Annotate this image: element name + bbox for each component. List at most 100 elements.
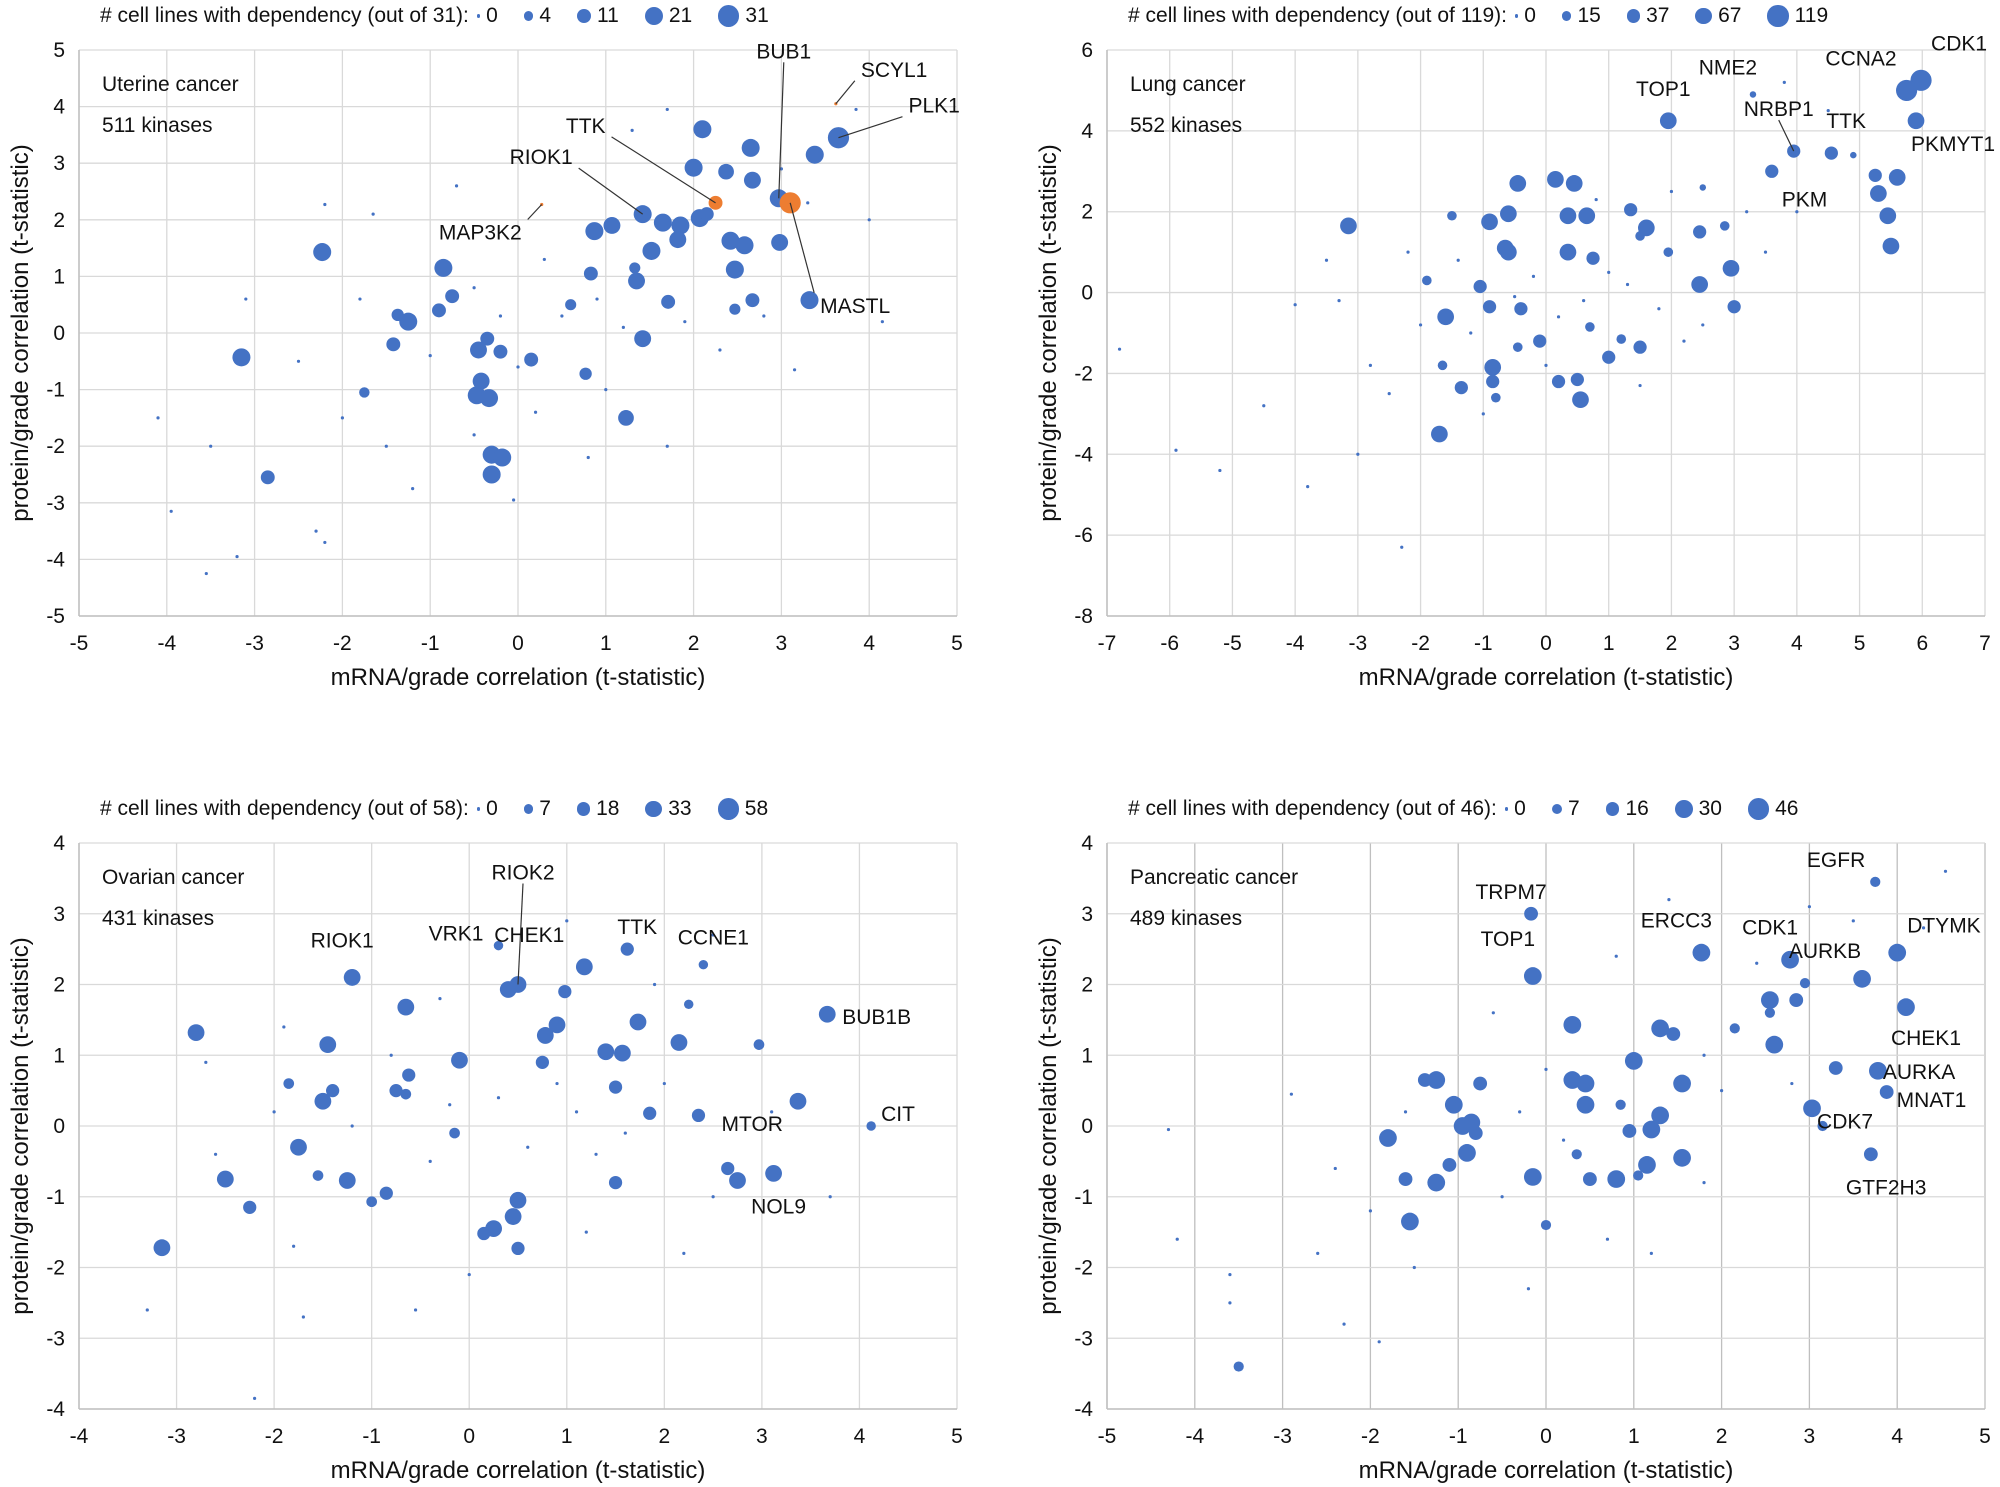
data-point bbox=[671, 216, 690, 235]
data-point bbox=[1755, 961, 1759, 965]
data-point bbox=[560, 314, 564, 318]
data-point bbox=[629, 1013, 647, 1031]
x-tick-label: 4 bbox=[1891, 1425, 1903, 1448]
data-point bbox=[771, 233, 789, 251]
data-point bbox=[480, 331, 495, 346]
data-point bbox=[386, 337, 401, 352]
data-point bbox=[301, 1315, 305, 1319]
data-point bbox=[187, 1024, 205, 1041]
data-point bbox=[1576, 1095, 1595, 1114]
data-point bbox=[1622, 1124, 1637, 1138]
data-point bbox=[526, 1145, 530, 1149]
data-point bbox=[467, 1272, 471, 1277]
data-point bbox=[1578, 207, 1596, 225]
legend-item: 37 bbox=[1626, 4, 1669, 28]
panel-subtitle: 552 kinases bbox=[1130, 114, 1242, 137]
data-point bbox=[1624, 203, 1638, 217]
highlighted-point bbox=[1870, 876, 1881, 888]
data-point bbox=[1559, 207, 1577, 225]
chart-panel-3: -4 -3 -2 -1 0 1 2 3 4 5 -4 -3 -2 -1 0 1 2 3 4 mRNA/grade co… bbox=[7, 832, 963, 1484]
point-label: AURKA bbox=[1883, 1061, 1955, 1084]
legend-label: 15 bbox=[1577, 4, 1601, 27]
chart-panel-2: -7 -6 -5 -4 -3 -2 -1 0 1 2 3 4 5 6 7 -8 -6 -4 -2 0 2 4 6 mRNA/g… bbox=[1035, 32, 1995, 691]
data-point bbox=[326, 1084, 340, 1098]
data-point bbox=[1442, 1158, 1457, 1172]
highlighted-point bbox=[1781, 950, 1799, 969]
highlighted-point bbox=[708, 195, 723, 210]
y-axis-title: protein/grade correlation (t-statistic) bbox=[1035, 144, 1062, 521]
data-point bbox=[603, 217, 621, 234]
data-point bbox=[741, 138, 760, 157]
legend-label: 67 bbox=[1718, 4, 1742, 27]
data-point bbox=[1447, 210, 1457, 221]
y-tick-label: -3 bbox=[1074, 1327, 1093, 1350]
data-point bbox=[718, 163, 734, 180]
x-tick-label: -2 bbox=[333, 632, 352, 655]
point-label: CDK1 bbox=[1742, 917, 1798, 940]
point-label: GTF2H3 bbox=[1846, 1176, 1927, 1199]
data-point bbox=[1526, 1287, 1531, 1291]
highlighted-point bbox=[1523, 967, 1542, 985]
y-tick-label: 0 bbox=[53, 322, 65, 345]
legend-item: 119 bbox=[1767, 4, 1828, 28]
data-point bbox=[1870, 185, 1887, 202]
data-point bbox=[1533, 334, 1547, 348]
data-point bbox=[1561, 1138, 1566, 1142]
highlighted-point bbox=[1524, 906, 1538, 921]
data-point bbox=[313, 243, 332, 262]
point-label: CIT bbox=[881, 1103, 915, 1126]
y-tick-label: 6 bbox=[1081, 39, 1093, 62]
data-point bbox=[642, 241, 661, 260]
data-point bbox=[1649, 1251, 1653, 1255]
legend-item: 11 bbox=[577, 4, 619, 28]
data-point bbox=[204, 571, 208, 576]
data-point bbox=[413, 1308, 418, 1312]
legend-label: 46 bbox=[1775, 797, 1799, 820]
data-point bbox=[1719, 221, 1730, 231]
x-tick-label: 3 bbox=[756, 1425, 768, 1448]
y-tick-label: 0 bbox=[1081, 282, 1093, 305]
data-point bbox=[1412, 1265, 1416, 1270]
data-point bbox=[1166, 1127, 1171, 1132]
y-tick-label: 3 bbox=[53, 152, 65, 175]
data-point bbox=[594, 1152, 598, 1156]
data-point bbox=[634, 330, 652, 348]
legend-label: 119 bbox=[1794, 4, 1829, 27]
x-tick-label: -3 bbox=[245, 632, 264, 655]
data-point bbox=[753, 1039, 765, 1050]
point-label: CHEK1 bbox=[1891, 1027, 1961, 1050]
data-point bbox=[1888, 168, 1906, 186]
data-point bbox=[216, 1170, 234, 1188]
data-point bbox=[1571, 1149, 1582, 1160]
bubble-size-icon bbox=[1674, 800, 1693, 818]
data-point bbox=[691, 1108, 706, 1123]
data-point bbox=[204, 1060, 208, 1064]
legend-item: 58 bbox=[717, 797, 768, 821]
data-point bbox=[854, 107, 858, 112]
y-tick-label: 2 bbox=[1081, 974, 1093, 997]
point-label: BUB1B bbox=[842, 1006, 911, 1029]
data-point bbox=[585, 222, 604, 241]
data-point bbox=[1491, 1011, 1495, 1015]
data-point bbox=[323, 540, 327, 545]
highlighted-point bbox=[620, 942, 634, 956]
data-point bbox=[743, 171, 761, 189]
data-point bbox=[729, 303, 741, 315]
legend-item: 16 bbox=[1605, 797, 1649, 821]
data-point bbox=[1481, 213, 1498, 231]
data-point bbox=[1437, 360, 1448, 371]
data-point bbox=[1233, 1361, 1244, 1372]
x-tick-label: -3 bbox=[1349, 632, 1368, 655]
data-point bbox=[711, 1195, 715, 1199]
bubble-size-icon bbox=[576, 802, 591, 816]
data-point bbox=[1826, 109, 1830, 113]
data-point bbox=[1228, 1272, 1232, 1277]
data-point bbox=[1669, 189, 1674, 194]
data-point bbox=[669, 231, 687, 249]
x-tick-label: 0 bbox=[1540, 1425, 1552, 1448]
legend-item: 0 bbox=[476, 4, 498, 28]
x-tick-label: 4 bbox=[863, 632, 875, 655]
data-point bbox=[1444, 1095, 1463, 1114]
data-point bbox=[1817, 1120, 1828, 1132]
x-tick-label: 6 bbox=[1916, 632, 1928, 655]
